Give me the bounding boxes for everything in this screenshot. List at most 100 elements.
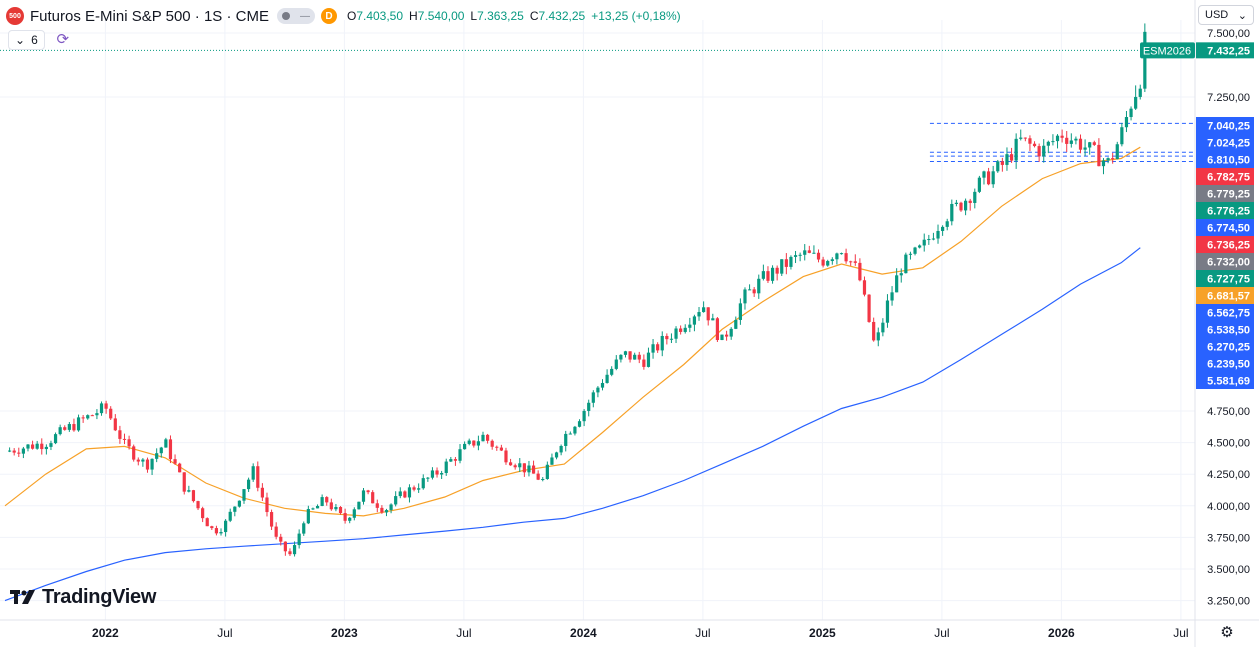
candle-body: [205, 518, 209, 527]
candle: [21, 446, 25, 459]
price-tag: [1196, 202, 1254, 219]
chart-title[interactable]: Futuros E-Mini S&P 500 · 1S · CME: [30, 7, 269, 25]
candle: [826, 259, 830, 267]
symbol-tag: [1140, 42, 1195, 59]
candle: [545, 461, 549, 480]
candle-body: [564, 433, 568, 446]
candle-body: [389, 504, 393, 511]
y-tick-label: 7.500,00: [1207, 28, 1250, 40]
candle-body: [554, 452, 559, 458]
candle: [600, 379, 605, 391]
candle-body: [637, 354, 641, 360]
x-tick-label: Jul: [456, 626, 471, 640]
candle-body: [692, 316, 697, 325]
candle: [49, 440, 53, 451]
candle: [380, 505, 384, 514]
candle: [150, 458, 154, 476]
candle: [1101, 158, 1106, 175]
candle: [311, 507, 315, 511]
candle: [288, 548, 292, 556]
candle-body: [426, 477, 430, 479]
candle-body: [141, 459, 145, 462]
candle-body: [292, 545, 297, 555]
candle: [246, 477, 251, 492]
candle-body: [127, 439, 131, 447]
candle-body: [830, 259, 834, 262]
interval-badge[interactable]: D: [320, 8, 337, 24]
candle: [711, 313, 715, 321]
candle-body: [371, 492, 375, 504]
candle-body: [463, 443, 467, 450]
candle: [724, 330, 729, 341]
candle: [155, 448, 159, 463]
candle: [623, 350, 628, 358]
refresh-icon[interactable]: ⟳: [56, 31, 70, 48]
candle-body: [849, 261, 853, 263]
candle-body: [449, 459, 453, 462]
price-tag-text: 5.581,69: [1207, 376, 1250, 388]
price-tag: [1196, 287, 1254, 304]
candle-body: [931, 238, 936, 240]
visibility-toggle[interactable]: —: [276, 8, 315, 24]
candle: [913, 246, 917, 256]
candle: [789, 255, 793, 270]
candle-body: [122, 438, 127, 440]
candle: [109, 406, 113, 420]
candle-body: [977, 177, 981, 192]
candle: [821, 256, 825, 268]
candle-body: [724, 334, 729, 337]
x-tick-label: 2022: [92, 626, 119, 640]
candle-body: [44, 446, 48, 450]
candle: [53, 432, 58, 445]
candle: [435, 467, 439, 478]
candle-body: [844, 253, 848, 262]
candle-body: [959, 202, 963, 211]
candle-body: [1055, 135, 1060, 142]
candle: [122, 433, 127, 445]
candle-body: [982, 171, 986, 178]
candle-body: [954, 202, 959, 204]
currency-select[interactable]: USD ⌄: [1198, 5, 1254, 25]
candle-body: [1042, 145, 1046, 157]
candle: [1106, 157, 1110, 164]
candle: [812, 245, 816, 254]
candle-body: [288, 551, 292, 555]
candle-body: [600, 382, 605, 388]
candle: [963, 198, 968, 216]
candle: [1060, 129, 1064, 143]
candle-body: [1088, 142, 1092, 148]
candle: [1097, 138, 1101, 167]
candle-body: [747, 289, 752, 291]
candle: [168, 435, 173, 464]
candle-body: [256, 466, 260, 488]
candle: [807, 245, 811, 254]
gear-icon[interactable]: ⚙: [1220, 624, 1234, 641]
price-tag: [1196, 321, 1254, 338]
candle: [858, 258, 862, 282]
candle-body: [743, 289, 747, 304]
candle-body: [269, 512, 274, 527]
logo-text: TradingView: [42, 586, 157, 608]
candle: [849, 260, 853, 266]
candle-body: [95, 413, 99, 416]
candle-body: [816, 252, 821, 260]
candle-body: [660, 335, 664, 351]
candle-body: [619, 354, 623, 360]
candle-body: [1124, 117, 1129, 128]
candle: [164, 437, 168, 448]
indicators-collapse-button[interactable]: ⌄ 6: [8, 30, 45, 50]
candle-body: [237, 500, 242, 507]
candle: [159, 446, 163, 458]
candle-body: [908, 253, 913, 255]
candle-body: [187, 490, 191, 492]
candle-body: [1000, 161, 1004, 165]
candle: [476, 435, 481, 451]
candle-body: [890, 292, 894, 301]
tradingview-logo[interactable]: TradingView: [10, 586, 156, 609]
price-tag-text: 6.538,50: [1207, 325, 1250, 337]
candle: [306, 505, 310, 525]
candle: [279, 533, 283, 546]
candle: [531, 460, 536, 474]
